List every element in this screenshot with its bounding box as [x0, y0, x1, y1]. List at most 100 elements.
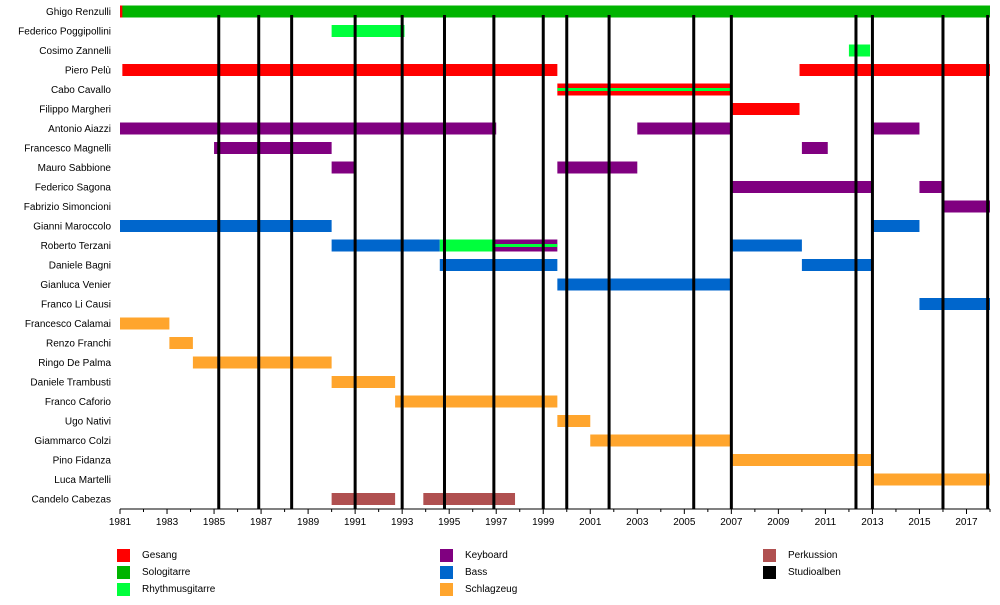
legend-item-drums: Schlagzeug — [440, 581, 517, 597]
legend-swatch-keyboard — [440, 548, 453, 562]
x-tick-label-2007: 2007 — [720, 517, 743, 528]
bar-piero-pelu-vocals-1 — [799, 64, 990, 76]
member-label-giammarco-colzi: Giammarco Colzi — [34, 436, 111, 447]
legend-label-rhythm_guitar: Rhythmusgitarre — [142, 583, 216, 595]
bar-antonio-aiazzi-keyboard-0 — [120, 122, 497, 135]
album-line-0 — [217, 15, 221, 509]
album-line-1 — [257, 15, 261, 509]
album-line-14 — [941, 15, 945, 509]
x-tick-label-1983: 1983 — [156, 517, 179, 528]
member-label-cabo-cavallo: Cabo Cavallo — [51, 85, 111, 96]
legend-item-lead_guitar: Sologitarre — [117, 564, 190, 580]
band-timeline-chart: Ghigo Renzulli Federico Poggipollini Cosim… — [18, 5, 991, 528]
x-tick-label-2003: 2003 — [626, 517, 649, 528]
bar-federico-sagona-keyboard-1 — [919, 181, 943, 193]
member-label-candelo-cabezas: Candelo Cabezas — [32, 495, 112, 506]
legend-label-albums: Studioalben — [788, 566, 841, 578]
bar-daniele-bagni-bass-1 — [801, 259, 873, 271]
bar-roberto-terzani-bass-0 — [331, 239, 440, 252]
bar-mauro-sabbione-keyboard-1 — [557, 161, 638, 174]
album-line-4 — [400, 15, 404, 509]
album-line-7 — [541, 15, 545, 509]
bar-ghigo-renzulli-vocals-1 — [120, 5, 123, 18]
member-label-filippo-margheri: Filippo Margheri — [39, 105, 111, 116]
member-label-pino-fidanza: Pino Fidanza — [53, 456, 112, 467]
album-line-2 — [290, 15, 294, 509]
album-line-3 — [353, 15, 357, 509]
member-label-daniele-bagni: Daniele Bagni — [49, 261, 111, 272]
legend: Gesang Sologitarre Rhythmusgitarre Keyboard… — [0, 545, 1000, 605]
x-tick-label-1989: 1989 — [297, 517, 320, 528]
member-label-ghigo-renzulli: Ghigo Renzulli — [46, 7, 111, 18]
legend-label-vocals: Gesang — [142, 549, 178, 561]
member-label-daniele-trambusti: Daniele Trambusti — [30, 378, 111, 389]
member-label-antonio-aiazzi: Antonio Aiazzi — [48, 124, 111, 135]
bar-candelo-cabezas-percussion-0 — [331, 493, 396, 505]
member-label-ugo-nativi: Ugo Nativi — [65, 417, 111, 428]
bar-roberto-terzani-rhythm_guitar-3 — [493, 244, 558, 247]
bar-fabrizio-simoncioni-keyboard-0 — [942, 200, 990, 213]
bar-antonio-aiazzi-keyboard-1 — [637, 122, 732, 135]
bar-federico-poggipollini-rhythm_guitar-0 — [331, 25, 405, 37]
bar-pino-fidanza-drums-0 — [731, 454, 873, 466]
x-tick-label-2015: 2015 — [908, 517, 931, 528]
x-tick-label-2017: 2017 — [955, 517, 978, 528]
bar-franco-caforio-drums-0 — [395, 395, 558, 408]
legend-item-vocals: Gesang — [117, 547, 177, 563]
member-label-fabrizio-simoncioni: Fabrizio Simoncioni — [24, 202, 111, 213]
member-label-mauro-sabbione: Mauro Sabbione — [38, 163, 112, 174]
member-label-ringo-de-palma: Ringo De Palma — [38, 358, 111, 369]
bar-cosimo-zannelli-rhythm_guitar-0 — [848, 44, 871, 57]
x-axis: 1981 1983 1985 1987 1989 1991 1993 1995 1997 1999… — [109, 508, 991, 528]
album-line-15 — [986, 15, 990, 509]
x-tick-label-1995: 1995 — [438, 517, 461, 528]
member-label-cosimo-zannelli: Cosimo Zannelli — [39, 46, 111, 57]
member-label-piero-pelu: Piero Pelù — [65, 66, 111, 77]
legend-label-lead_guitar: Sologitarre — [142, 566, 191, 578]
member-label-renzo-franchi: Renzo Franchi — [46, 339, 111, 350]
legend-swatch-drums — [440, 582, 453, 596]
legend-item-percussion: Perkussion — [763, 547, 837, 563]
member-label-gianluca-venier: Gianluca Venier — [40, 280, 111, 291]
legend-swatch-vocals — [117, 548, 130, 562]
legend-label-keyboard: Keyboard — [465, 549, 508, 561]
album-line-5 — [442, 15, 446, 509]
member-label-francesco-calamai: Francesco Calamai — [25, 319, 111, 330]
bar-gianni-maroccolo-bass-1 — [872, 220, 920, 232]
studio-album-lines — [217, 15, 990, 509]
legend-swatch-rhythm_guitar — [117, 582, 130, 596]
member-label-luca-martelli: Luca Martelli — [54, 475, 111, 486]
album-line-13 — [870, 15, 874, 509]
bar-mauro-sabbione-keyboard-0 — [331, 161, 356, 174]
bar-daniele-trambusti-drums-0 — [331, 376, 396, 388]
member-label-federico-poggipollini: Federico Poggipollini — [18, 27, 111, 38]
legend-swatch-lead_guitar — [117, 565, 130, 579]
bar-antonio-aiazzi-keyboard-2 — [872, 122, 920, 135]
legend-item-rhythm_guitar: Rhythmusgitarre — [117, 581, 215, 597]
member-labels: Ghigo Renzulli Federico Poggipollini Cosim… — [18, 7, 112, 506]
album-line-9 — [607, 15, 611, 509]
bar-cabo-cavallo-rhythm_guitar-1 — [557, 88, 732, 91]
x-tick-label-1987: 1987 — [250, 517, 273, 528]
x-tick-label-2011: 2011 — [815, 517, 837, 528]
bar-gianluca-venier-bass-0 — [557, 278, 732, 291]
member-label-franco-li-causi: Franco Li Causi — [41, 300, 111, 311]
member-bars — [120, 5, 990, 505]
legend-item-albums: Studioalben — [763, 564, 841, 580]
album-line-6 — [492, 15, 496, 509]
legend-item-keyboard: Keyboard — [440, 547, 508, 563]
legend-swatch-bass — [440, 565, 453, 579]
album-line-10 — [692, 15, 696, 509]
bar-federico-sagona-keyboard-0 — [731, 181, 873, 193]
bar-franco-li-causi-bass-0 — [919, 298, 990, 310]
bar-luca-martelli-drums-0 — [872, 473, 990, 486]
bar-renzo-franchi-drums-0 — [169, 337, 193, 349]
album-line-12 — [854, 15, 858, 509]
legend-item-bass: Bass — [440, 564, 487, 580]
x-tick-label-1993: 1993 — [391, 517, 414, 528]
member-label-francesco-magnelli: Francesco Magnelli — [24, 144, 111, 155]
member-label-federico-sagona: Federico Sagona — [35, 183, 112, 194]
x-tick-label-2013: 2013 — [861, 517, 884, 528]
bar-roberto-terzani-bass-4 — [731, 239, 802, 252]
x-tick-label-1997: 1997 — [485, 517, 508, 528]
